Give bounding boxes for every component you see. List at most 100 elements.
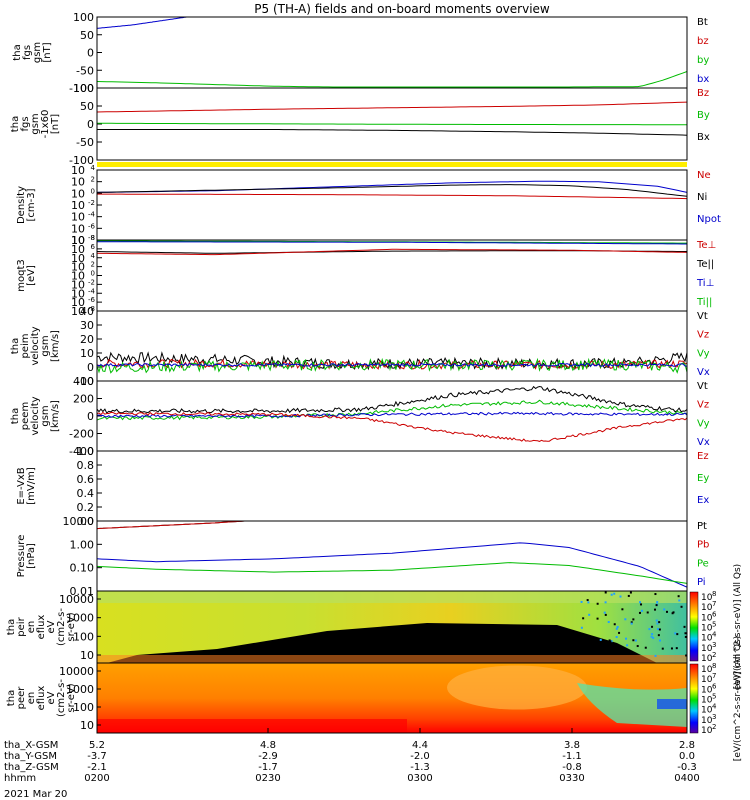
spectrogram-pixel — [615, 627, 618, 630]
spectrogram-pixel — [630, 621, 633, 624]
y-axis-label: moqt3[eV] — [16, 259, 37, 292]
spectrogram-pixel — [588, 613, 591, 616]
spectrogram-pixel — [599, 638, 602, 641]
panel-frame — [96, 87, 688, 161]
series-vx-line — [96, 411, 688, 418]
series-pi-line — [96, 542, 688, 588]
y-axis-label: Density[cm-3] — [16, 186, 37, 224]
spectrogram-pixel — [630, 622, 633, 625]
x-axis-value: 0300 — [407, 773, 432, 784]
y-tick-label: 10 — [80, 347, 94, 360]
legend-entry: Ti⊥ — [696, 278, 714, 289]
y-tick-label: 100 — [73, 630, 94, 643]
spectrogram-pixel — [632, 639, 635, 642]
panel-1: 100 50 0 -50 -100 thafgsgsm[nT] Bt bz by bx — [12, 11, 709, 95]
spectrogram-band-high — [97, 591, 687, 603]
colorbar-tick-exponent: 8 — [712, 662, 716, 670]
y-tick-label: 10 — [80, 719, 94, 732]
y-tick-label: 50 — [80, 29, 94, 42]
y-tick-label: 0.2 — [77, 501, 95, 514]
colorbar-tick-exponent: 7 — [712, 600, 716, 608]
colorbar-tick-exponent: 8 — [712, 590, 716, 598]
x-axis-row-label: tha_Z-GSM — [4, 762, 59, 773]
x-axis-value: -1.7 — [258, 762, 278, 773]
colorbar-tick-label: 10 — [701, 613, 713, 623]
spectrogram-pixel — [610, 593, 613, 596]
legend-entry: Ez — [697, 451, 709, 462]
legend-entry: Pe — [697, 558, 709, 569]
y-tick-label: 10 — [71, 278, 85, 291]
spectrogram-pixel — [684, 632, 687, 635]
series-pt-line — [96, 520, 451, 530]
y-tick-label: 40 — [80, 305, 94, 318]
x-axis-value: 0230 — [255, 773, 280, 784]
spectrogram-pixel — [615, 636, 618, 639]
panel-frame — [96, 520, 688, 592]
spectrogram-pixel — [587, 601, 590, 604]
spectrogram-red-band — [97, 719, 407, 733]
y-tick-label: 10 — [71, 305, 85, 318]
series-te-line — [96, 248, 688, 256]
colorbar-tick-label: 10 — [701, 716, 713, 726]
spectrogram-pixel — [632, 618, 635, 621]
colorbar-tick-exponent: 5 — [712, 621, 716, 629]
y-tick-exponent: 6 — [91, 243, 96, 251]
y-tick-label: 10 — [71, 164, 85, 177]
spectrogram-dark-region — [107, 623, 657, 663]
x-axis-row-label: tha_X-GSM — [4, 740, 58, 751]
spectrogram-pixel — [657, 628, 660, 631]
spectrogram-pixel — [607, 621, 610, 624]
spectrogram-pixel — [580, 600, 583, 603]
colorbar-tick-label: 10 — [701, 634, 713, 644]
legend-entry: Vx — [697, 367, 710, 378]
x-axis-value: -2.9 — [258, 751, 278, 762]
y-tick-label: 0 — [87, 118, 94, 131]
x-axis-value: -3.7 — [87, 751, 107, 762]
colorbar-tick-label: 10 — [701, 665, 713, 675]
y-tick-label: 200 — [73, 393, 94, 406]
spectrogram-pixel — [678, 599, 681, 602]
panel-7: 1.00.80.60.40.20.0 E=-VxB[mV/m] Ez Ey Ex — [16, 445, 709, 528]
legend-entry: Pi — [697, 577, 706, 588]
x-axis-value: 0.0 — [679, 751, 695, 762]
x-axis-value: -0.8 — [562, 762, 582, 773]
spectrogram-green-region — [577, 683, 687, 727]
y-tick-label: 0 — [87, 47, 94, 60]
y-tick-label: 0 — [87, 361, 94, 374]
y-tick-label: 100 — [73, 701, 94, 714]
colorbar-tick-exponent: 6 — [712, 610, 717, 618]
legend-entry: By — [697, 110, 710, 121]
y-tick-label: -50 — [76, 136, 94, 149]
y-tick-label: 0.4 — [77, 487, 95, 500]
legend-entry: Te|| — [696, 259, 714, 270]
legend-entry: Ni — [697, 192, 707, 203]
panel-frame — [96, 450, 688, 522]
legend-entry: Ti|| — [696, 297, 712, 308]
series-vt-line — [96, 351, 688, 371]
spectrogram-pixel — [582, 617, 585, 620]
y-axis-label: thafgsgsm-1x60[nT] — [10, 110, 61, 139]
panel-10: 10000 1000 100 10thapeerenefluxeV(cm2-s-sr-… — [6, 662, 688, 734]
legend-entry: bx — [697, 74, 709, 85]
y-tick-label: 10 — [71, 270, 85, 283]
y-tick-exponent: 0 — [91, 187, 95, 195]
y-tick-label: -10 — [76, 375, 94, 388]
colorbar-tick-label: 10 — [701, 624, 713, 634]
panel-frame — [96, 662, 688, 734]
y-tick-exponent: 8 — [91, 234, 95, 242]
series-vy-line — [96, 357, 688, 374]
y-axis-label: thapeemvelocitygsm[km/s] — [10, 396, 61, 435]
spectrogram-pixel — [624, 618, 627, 621]
x-axis-value: -1.3 — [410, 762, 430, 773]
spectrogram-pixel — [648, 628, 651, 631]
spectrogram-pixel — [680, 605, 683, 608]
x-axis-value: 3.8 — [564, 740, 580, 751]
spectrogram-pixel — [654, 593, 657, 596]
spectrogram-pixel — [616, 625, 619, 628]
spectrogram-pixel — [657, 634, 660, 637]
colorbar-tick-label: 10 — [701, 654, 713, 664]
y-tick-label: -50 — [76, 64, 94, 77]
spectrogram-pixel — [654, 654, 657, 657]
y-tick-label: 10000 — [59, 593, 94, 606]
